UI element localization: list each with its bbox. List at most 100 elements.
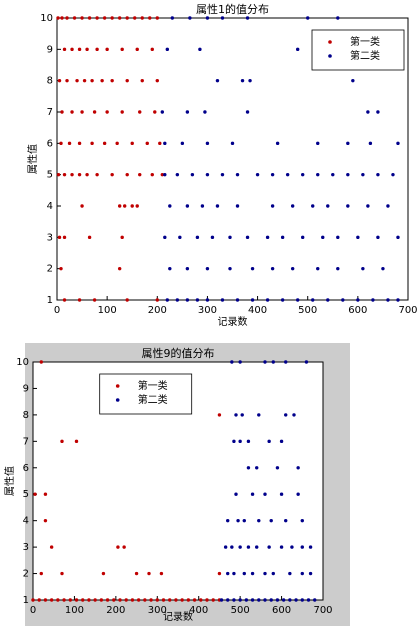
point <box>175 298 180 302</box>
point <box>67 141 72 146</box>
x-tick-label: 100 <box>98 305 117 316</box>
x-tick-label: 600 <box>348 305 367 316</box>
y-tick-label: 7 <box>23 436 29 447</box>
point <box>205 598 209 602</box>
point <box>290 204 295 208</box>
point <box>56 598 60 602</box>
point <box>62 235 67 240</box>
point <box>306 16 310 20</box>
point <box>346 141 350 146</box>
point <box>280 235 285 240</box>
point <box>376 110 380 114</box>
point <box>300 598 304 602</box>
point <box>238 598 242 602</box>
point <box>165 47 170 52</box>
point <box>331 172 335 177</box>
point <box>288 598 292 602</box>
point <box>185 266 190 271</box>
point <box>316 141 320 146</box>
point <box>159 571 164 576</box>
point <box>308 571 313 576</box>
point <box>150 172 154 177</box>
point <box>250 598 255 602</box>
point <box>75 78 79 83</box>
point <box>228 266 232 271</box>
point <box>230 141 235 146</box>
point <box>77 141 82 146</box>
point <box>270 266 275 271</box>
point <box>77 47 82 52</box>
point <box>59 141 63 146</box>
point <box>153 110 157 114</box>
point <box>346 204 350 208</box>
point <box>110 172 114 177</box>
point <box>203 110 207 114</box>
y-tick-label: 9 <box>23 383 29 394</box>
x-tick-label: 700 <box>398 305 417 316</box>
point <box>220 16 225 20</box>
point <box>140 16 144 20</box>
legend-marker <box>328 40 332 44</box>
point <box>49 545 54 549</box>
point <box>33 492 37 496</box>
point <box>250 571 255 576</box>
point <box>65 16 69 20</box>
point <box>115 141 119 146</box>
y-tick-label: 10 <box>40 13 53 24</box>
point <box>232 439 236 444</box>
point <box>39 360 43 364</box>
point <box>232 571 236 576</box>
point <box>110 16 114 20</box>
point <box>263 571 267 576</box>
point <box>217 571 222 576</box>
point <box>304 360 309 364</box>
point <box>235 204 240 208</box>
point <box>326 204 330 208</box>
point <box>336 266 340 271</box>
point <box>155 78 159 83</box>
point <box>200 204 205 208</box>
point <box>150 47 154 52</box>
point <box>269 598 273 602</box>
point <box>210 235 215 240</box>
point <box>163 141 167 146</box>
point <box>117 266 122 271</box>
point <box>190 172 195 177</box>
point <box>238 545 242 549</box>
point <box>356 298 360 302</box>
point <box>246 439 251 444</box>
point <box>59 266 63 271</box>
point <box>74 439 79 444</box>
point <box>284 518 288 523</box>
point <box>72 16 77 20</box>
x-tick-label: 400 <box>189 605 208 616</box>
point <box>77 172 82 177</box>
point <box>250 492 255 496</box>
point <box>242 571 246 576</box>
point <box>257 518 261 523</box>
point <box>130 598 135 602</box>
point <box>301 172 305 177</box>
point <box>211 598 215 602</box>
point <box>280 298 285 302</box>
point <box>95 47 99 52</box>
point <box>192 598 197 602</box>
point <box>316 266 320 271</box>
point <box>226 598 230 602</box>
point <box>43 518 48 523</box>
point <box>245 110 250 114</box>
point <box>396 235 400 240</box>
point <box>236 518 240 523</box>
point <box>134 571 139 576</box>
x-tick-label: 300 <box>198 305 217 316</box>
point <box>250 266 255 271</box>
point <box>87 598 91 602</box>
point <box>217 413 222 417</box>
point <box>248 78 252 83</box>
point <box>149 598 153 602</box>
point <box>296 466 300 470</box>
point <box>120 110 124 114</box>
point <box>125 16 129 20</box>
legend-label: 第一类 <box>138 379 168 392</box>
point <box>396 298 400 302</box>
